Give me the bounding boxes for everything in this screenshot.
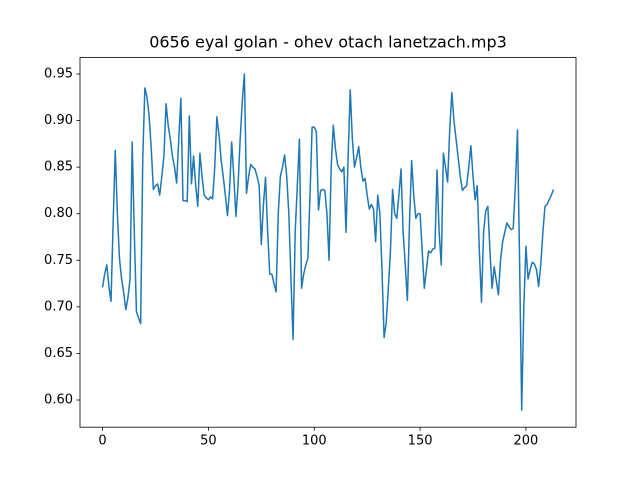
- y-tick-label: 0.95: [44, 66, 73, 81]
- x-tick-label: 200: [514, 434, 539, 449]
- y-tick-label: 0.85: [44, 160, 73, 175]
- x-tick-label: 50: [200, 434, 217, 449]
- y-tick-label: 0.80: [44, 206, 73, 221]
- x-tick-label: 100: [302, 434, 327, 449]
- x-tick-label: 150: [408, 434, 433, 449]
- y-tick-label: 0.75: [44, 253, 73, 268]
- x-tick-label: 0: [98, 434, 106, 449]
- y-tick-label: 0.70: [44, 299, 73, 314]
- data-line: [101, 73, 555, 411]
- plot-frame: [79, 57, 577, 428]
- chart-title: 0656 eyal golan - ohev otach lanetzach.m…: [149, 33, 507, 52]
- y-tick-label: 0.60: [44, 393, 73, 408]
- y-tick-label: 0.65: [44, 346, 73, 361]
- y-tick-label: 0.90: [44, 113, 73, 128]
